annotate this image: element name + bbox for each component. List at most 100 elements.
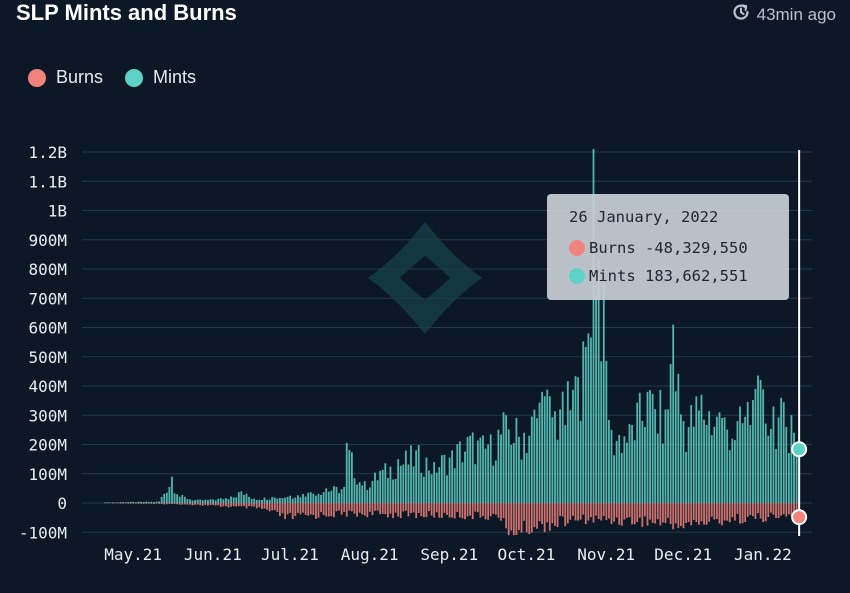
mint-bar	[366, 490, 369, 503]
mint-bar	[345, 443, 348, 503]
burn-bar	[132, 503, 135, 504]
mint-bar	[497, 429, 500, 503]
mint-bar	[777, 417, 780, 503]
burn-bar	[605, 503, 608, 521]
x-tick-label: Aug.21	[341, 545, 399, 564]
mint-bar	[435, 472, 438, 503]
burn-bar	[721, 503, 723, 526]
burn-bar	[674, 503, 677, 524]
mint-bar	[618, 434, 621, 503]
burn-bar	[528, 503, 531, 535]
mint-bar	[672, 324, 675, 503]
mint-bar	[106, 502, 109, 503]
mint-bar	[235, 497, 238, 503]
burn-bar	[780, 503, 783, 516]
burn-bar	[448, 503, 451, 518]
burn-bar	[687, 503, 690, 522]
mint-bar	[104, 502, 107, 503]
tooltip-row-burns: Burns -48,329,550	[569, 234, 789, 262]
mint-bar	[515, 417, 518, 503]
burn-bar	[207, 503, 209, 506]
mint-bar	[461, 462, 464, 503]
mint-bar	[158, 501, 161, 503]
burn-bar	[317, 503, 320, 518]
mint-bar	[117, 502, 119, 503]
mint-bar	[371, 481, 374, 503]
mint-bar	[111, 502, 114, 503]
mint-bar	[289, 495, 292, 503]
mint-bar	[782, 402, 785, 503]
mint-bar	[772, 406, 775, 503]
y-tick-label: 1B	[48, 202, 67, 221]
burn-bar	[692, 503, 695, 520]
y-tick-label: 900M	[28, 231, 67, 250]
burn-bar	[191, 503, 194, 506]
x-tick-label: Dec.21	[654, 545, 712, 564]
mint-bar	[608, 419, 610, 503]
tooltip-mints-value: 183,662,551	[645, 267, 748, 285]
mint-bar	[646, 391, 649, 503]
mint-bar	[315, 495, 317, 503]
burn-bar	[584, 503, 587, 525]
mint-bar	[178, 496, 181, 503]
burn-bar	[656, 503, 659, 520]
burn-bar	[446, 503, 448, 515]
burn-bar	[500, 503, 502, 521]
burn-bar	[590, 503, 592, 518]
mint-bar	[554, 411, 556, 503]
mint-bar	[746, 401, 749, 503]
mint-bar	[230, 496, 232, 503]
mint-bar	[548, 396, 551, 503]
burn-bar	[183, 503, 186, 505]
mint-bar	[189, 499, 191, 503]
burn-bar	[700, 503, 703, 522]
burn-bar	[263, 503, 266, 509]
mint-bar	[448, 457, 451, 503]
mint-bar	[523, 432, 526, 503]
legend-item-burns[interactable]: Burns	[28, 67, 103, 88]
hover-cursor	[791, 150, 808, 536]
mint-bar	[286, 496, 289, 503]
mint-bar	[790, 415, 793, 503]
burn-bar	[428, 503, 430, 512]
burn-bar	[366, 503, 369, 518]
mint-bar	[733, 440, 736, 503]
mint-bar	[610, 429, 613, 503]
burn-bar	[569, 503, 572, 520]
burn-bar	[769, 503, 772, 513]
burn-bar	[358, 503, 361, 513]
burn-bar	[289, 503, 292, 513]
mint-bar	[153, 501, 155, 503]
x-tick-label: Oct.21	[498, 545, 556, 564]
burn-bar	[435, 503, 438, 513]
burn-bar	[194, 503, 196, 505]
burn-bar	[489, 503, 492, 517]
burn-bar	[690, 503, 693, 526]
mint-bar	[140, 501, 143, 503]
burn-bar	[484, 503, 487, 520]
burn-bar	[279, 503, 281, 517]
burn-bar	[587, 503, 590, 521]
mint-bar	[420, 472, 423, 503]
mint-bar	[762, 389, 765, 503]
mint-bar	[541, 391, 544, 503]
mint-bar	[628, 424, 631, 503]
burn-bar	[420, 503, 423, 517]
refresh-clock-icon[interactable]	[731, 2, 751, 27]
burn-bar	[145, 503, 148, 504]
mint-bar	[271, 497, 274, 503]
y-tick-label: 1.1B	[28, 172, 67, 191]
mint-bar	[543, 396, 546, 503]
mint-bar	[325, 488, 328, 503]
burn-bar	[240, 503, 243, 507]
burn-bar	[327, 503, 330, 517]
mint-bar	[659, 390, 662, 503]
mint-bar	[759, 379, 762, 503]
legend-item-mints[interactable]: Mints	[125, 67, 196, 88]
x-tick-label: Jun.21	[184, 545, 242, 564]
burn-bar	[749, 503, 752, 515]
burn-bar	[731, 503, 734, 518]
burn-bar	[412, 503, 415, 513]
burn-bar	[178, 503, 181, 505]
